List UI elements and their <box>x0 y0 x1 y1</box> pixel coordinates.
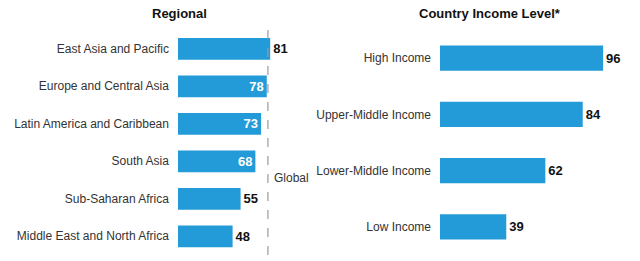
svg-text:Europe and Central Asia: Europe and Central Asia <box>39 79 169 93</box>
svg-text:South Asia: South Asia <box>112 154 170 168</box>
svg-text:73: 73 <box>244 116 258 131</box>
svg-text:96: 96 <box>606 51 620 66</box>
svg-text:78: 78 <box>249 79 263 94</box>
svg-text:81: 81 <box>273 41 287 56</box>
svg-text:Sub-Saharan Africa: Sub-Saharan Africa <box>65 192 169 206</box>
svg-text:Middle East and North Africa: Middle East and North Africa <box>17 229 169 243</box>
svg-text:Lower-Middle Income: Lower-Middle Income <box>316 164 431 178</box>
svg-text:84: 84 <box>586 107 601 122</box>
svg-text:High Income: High Income <box>364 51 432 65</box>
svg-text:Upper-Middle Income: Upper-Middle Income <box>316 108 431 122</box>
svg-text:39: 39 <box>509 219 523 234</box>
svg-text:Regional: Regional <box>152 6 207 21</box>
svg-text:East Asia and Pacific: East Asia and Pacific <box>57 42 169 56</box>
svg-text:Low Income: Low Income <box>366 220 431 234</box>
svg-text:68: 68 <box>238 154 252 169</box>
svg-text:62: 62 <box>548 163 562 178</box>
svg-text:Latin America and Caribbean: Latin America and Caribbean <box>14 117 169 131</box>
svg-text:Global: Global <box>274 171 309 185</box>
svg-text:55: 55 <box>244 191 258 206</box>
svg-text:Country Income Level*: Country Income Level* <box>419 6 561 21</box>
svg-text:48: 48 <box>236 229 250 244</box>
